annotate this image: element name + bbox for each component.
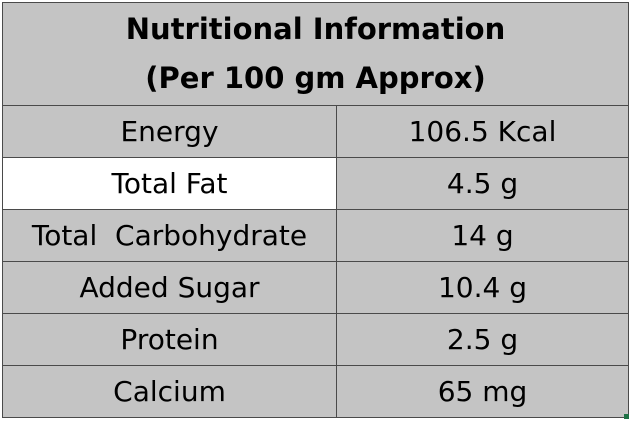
- nutrient-value-cell[interactable]: 10.4 g: [336, 261, 629, 314]
- nutrient-value-cell[interactable]: 106.5 Kcal: [336, 105, 629, 158]
- nutrient-value-cell[interactable]: 14 g: [336, 209, 629, 262]
- nutrient-value-cell[interactable]: 2.5 g: [336, 313, 629, 366]
- table-title-cell[interactable]: Nutritional Information (Per 100 gm Appr…: [2, 2, 629, 106]
- nutrient-name-cell[interactable]: Calcium: [2, 365, 337, 418]
- nutrient-value-cell[interactable]: 4.5 g: [336, 157, 629, 210]
- table-row: Added Sugar 10.4 g: [2, 261, 629, 314]
- table-row: Protein 2.5 g: [2, 313, 629, 366]
- nutrient-name-cell[interactable]: Energy: [2, 105, 337, 158]
- nutrient-name-cell[interactable]: Total Carbohydrate: [2, 209, 337, 262]
- table-row: Energy 106.5 Kcal: [2, 105, 629, 158]
- nutrient-name-cell-selected[interactable]: Total Fat: [2, 157, 337, 210]
- table-row: Total Carbohydrate 14 g: [2, 209, 629, 262]
- table-subtitle: (Per 100 gm Approx): [145, 61, 486, 95]
- nutrient-name-cell[interactable]: Added Sugar: [2, 261, 337, 314]
- nutrient-name-cell[interactable]: Protein: [2, 313, 337, 366]
- table-header-row: Nutritional Information (Per 100 gm Appr…: [2, 2, 629, 106]
- fill-handle[interactable]: [624, 414, 629, 419]
- nutrition-table: Nutritional Information (Per 100 gm Appr…: [2, 2, 629, 418]
- table-row: Total Fat 4.5 g: [2, 157, 629, 210]
- table-title: Nutritional Information: [125, 12, 506, 46]
- nutrient-value-cell[interactable]: 65 mg: [336, 365, 629, 418]
- table-row: Calcium 65 mg: [2, 365, 629, 418]
